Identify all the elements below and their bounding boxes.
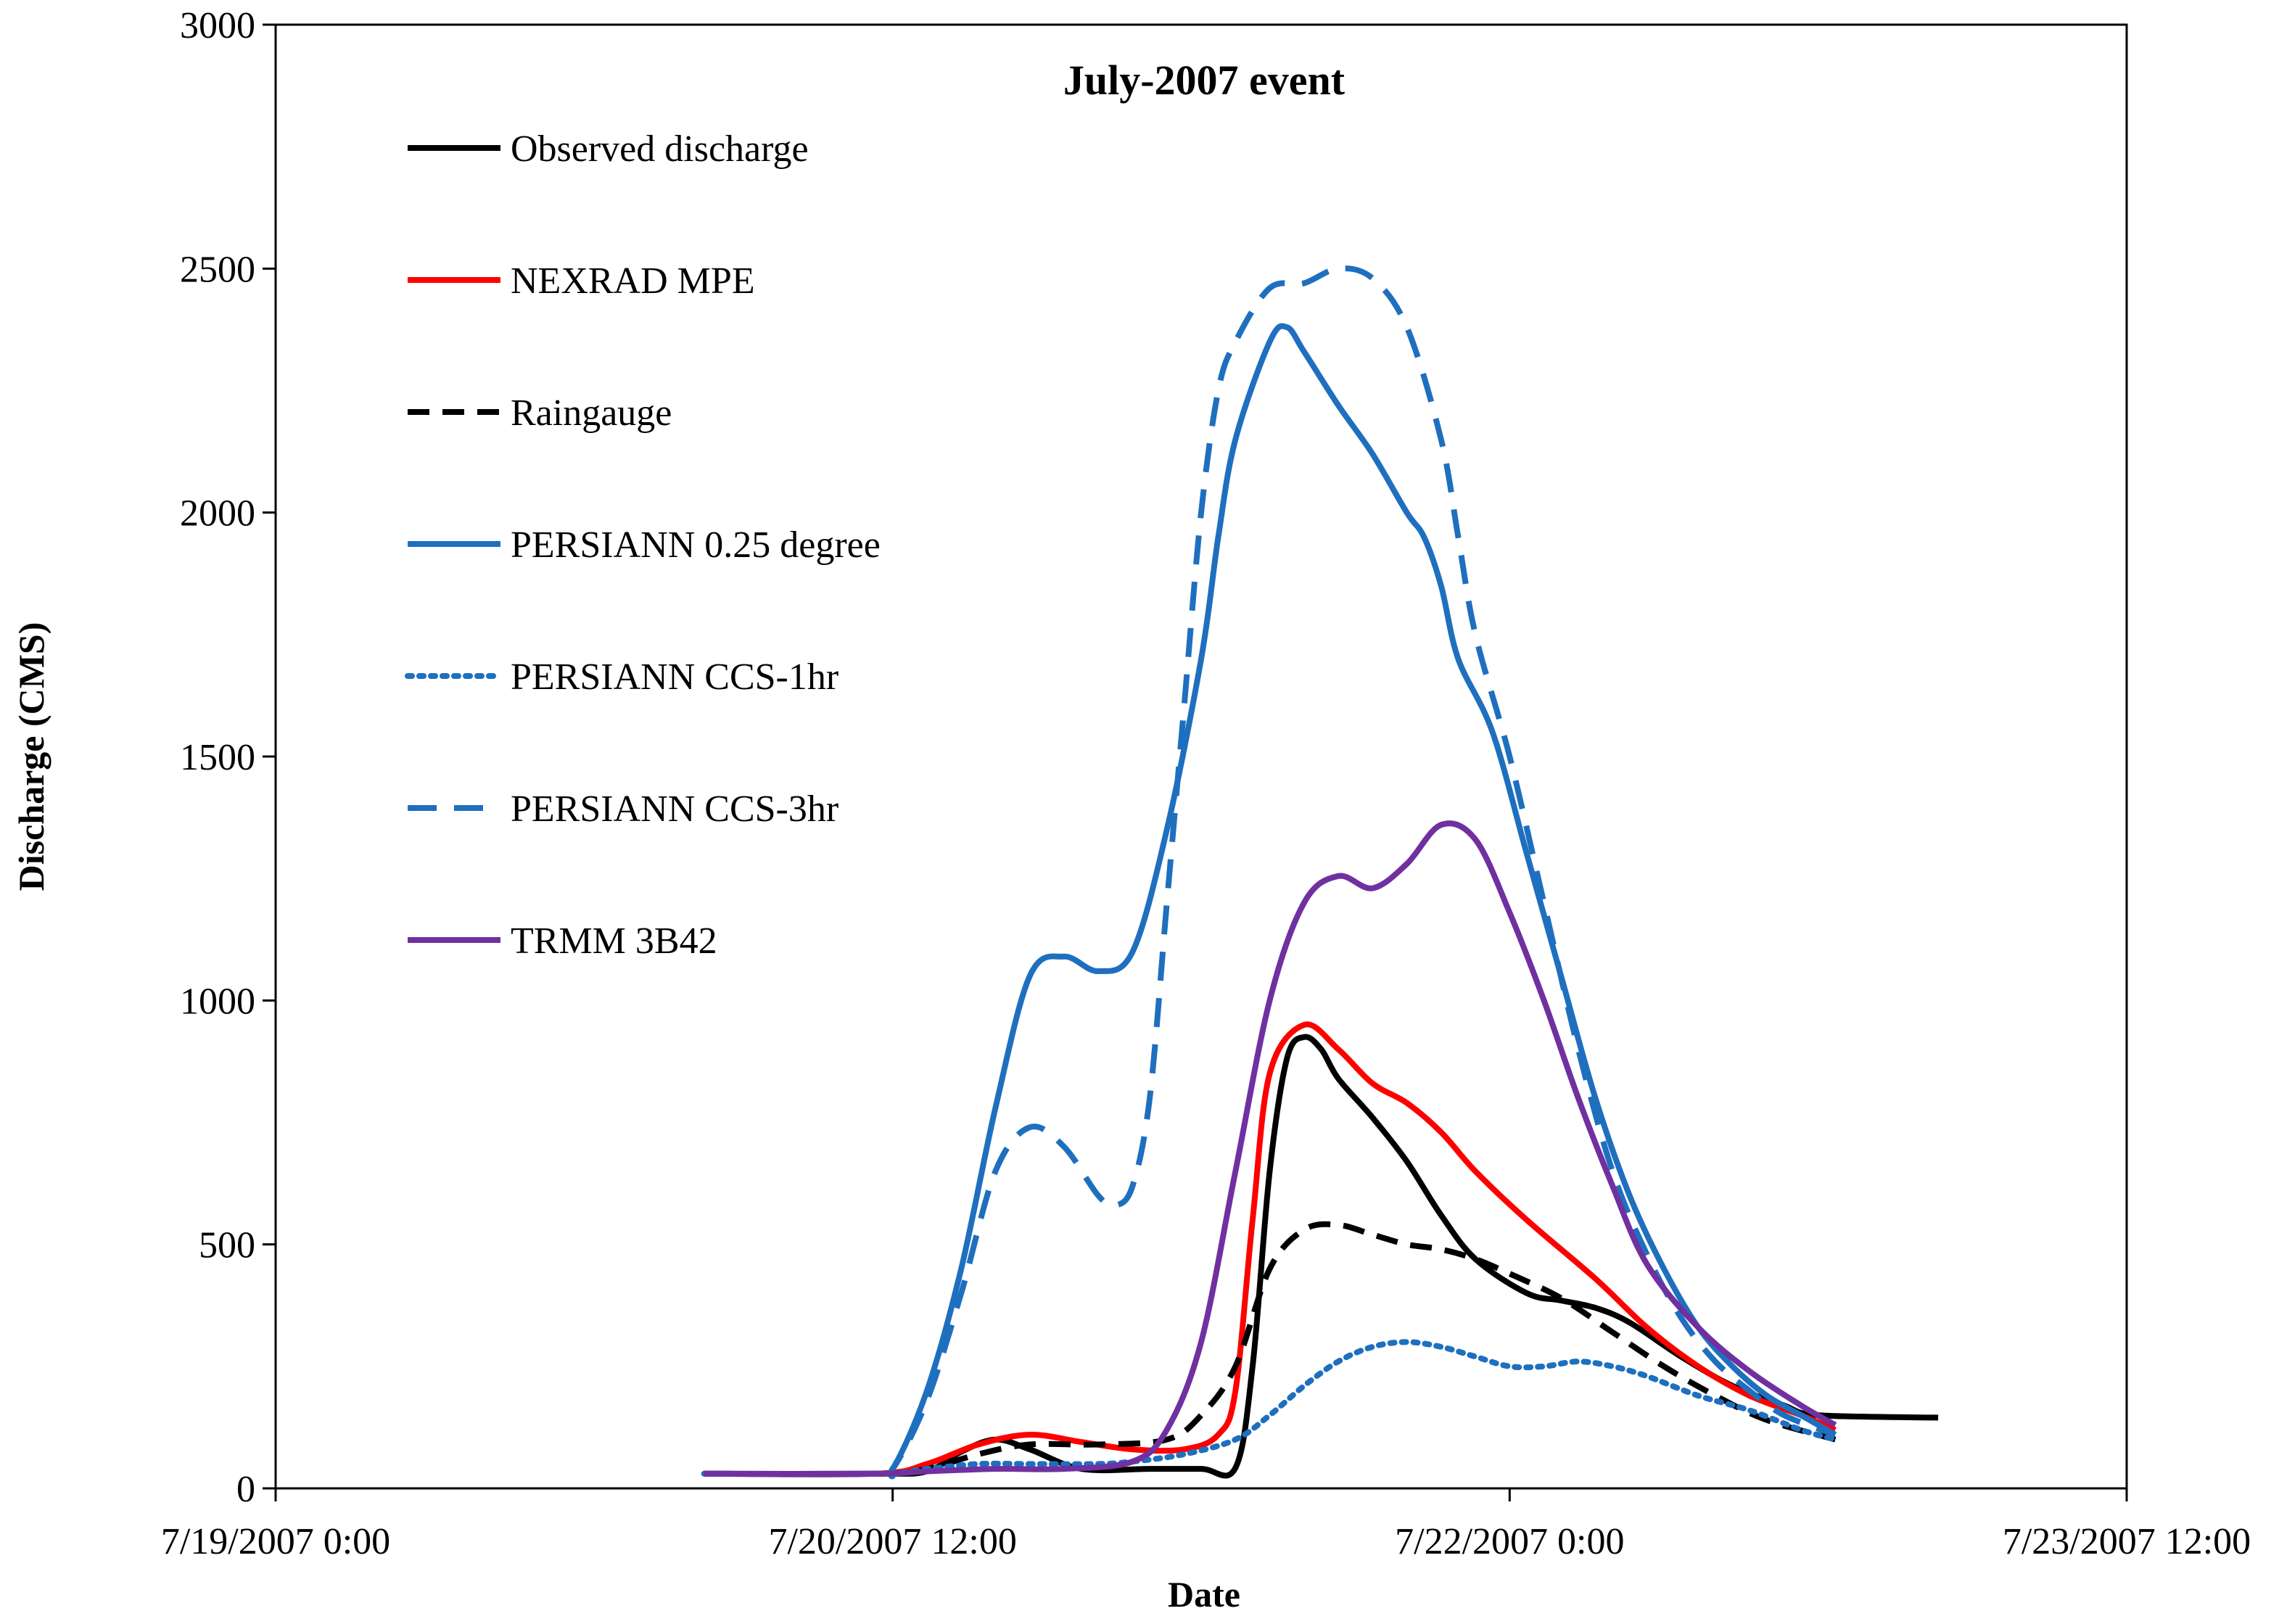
x-axis-title: Date: [1168, 1574, 1240, 1615]
legend: Observed discharge NEXRAD MPE Raingauge PER…: [405, 128, 881, 962]
legend-label-persiann-ccs-1hr: PERSIANN CCS-1hr: [511, 656, 838, 698]
y-tick-label: 1500: [180, 737, 255, 778]
legend-label-observed-discharge: Observed discharge: [511, 128, 809, 170]
axes: 0 500 1000 1500 2000 2500 3000 7/19/2007 0:00 7/…: [161, 5, 2251, 1562]
series-line-trmm-3b42: [704, 820, 1837, 1477]
y-axis-title: Discharge (CMS): [11, 622, 51, 891]
series-line-persiann-ccs-1hr: [701, 1339, 1839, 1477]
legend-label-nexrad-mpe: NEXRAD MPE: [511, 260, 755, 302]
y-tick-label: 0: [236, 1469, 255, 1510]
legend-label-trmm-3b42: TRMM 3B42: [511, 920, 717, 962]
series-line-persiann-ccs-3hr: [704, 265, 1837, 1479]
series-lines: [701, 265, 1939, 1480]
legend-label-persiann-ccs-3hr: PERSIANN CCS-3hr: [511, 788, 838, 830]
series-line-raingauge: [704, 1221, 1837, 1477]
x-tick-label: 7/20/2007 12:00: [768, 1521, 1016, 1562]
series-line-nexrad-mpe: [704, 1021, 1837, 1477]
y-tick-label: 1000: [180, 981, 255, 1022]
legend-label-raingauge: Raingauge: [511, 392, 672, 434]
y-tick-label: 2500: [180, 249, 255, 290]
series-line-persiann-0-25-degree: [704, 323, 1837, 1480]
y-tick-label: 2000: [180, 493, 255, 535]
x-tick-label: 7/19/2007 0:00: [161, 1521, 390, 1562]
x-tick-label: 7/23/2007 12:00: [2003, 1521, 2251, 1562]
chart-title: July-2007 event: [1063, 57, 1345, 104]
y-tick-label: 3000: [180, 5, 255, 46]
legend-label-persiann-0-25-degree: PERSIANN 0.25 degree: [511, 524, 881, 566]
x-tick-label: 7/22/2007 0:00: [1395, 1521, 1624, 1562]
y-tick-label: 500: [199, 1225, 255, 1266]
